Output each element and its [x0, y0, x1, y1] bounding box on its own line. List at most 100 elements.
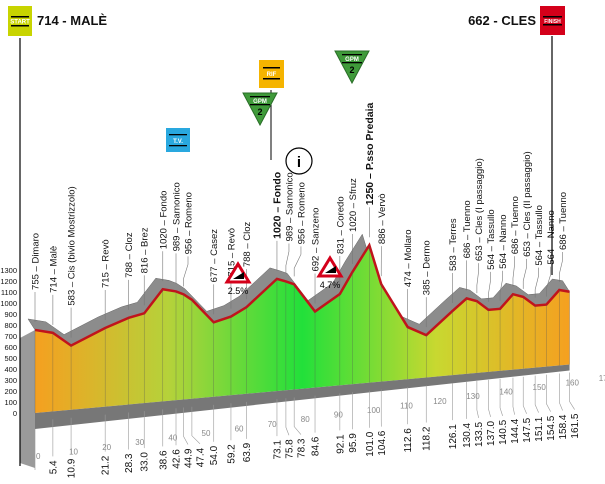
start-badge-text: START — [10, 20, 30, 26]
km-label: 63.9 — [242, 442, 253, 462]
km-leader-line — [546, 374, 551, 412]
place-labels: 5.4 10.9 21.2 28.3 33.0 38.6 42.6 44.9 47.4 54.0 5… — [31, 102, 582, 478]
place-label: 474 – Mollaro — [403, 230, 414, 288]
x-axis: 0 10 20 30 40 50 60 70 80 90 100 110 120 130 140 150 160… — [36, 374, 605, 461]
x-tick-label: 50 — [202, 429, 211, 438]
km-label: 84.6 — [311, 436, 322, 456]
km-leader-line — [569, 372, 575, 410]
profile-line — [34, 242, 570, 348]
place-leader-line — [293, 246, 302, 277]
km-label: 151.1 — [534, 416, 545, 441]
y-tick-label: 800 — [4, 321, 17, 330]
place-label: 385 – Dermo — [422, 240, 433, 295]
x-tick-label: 60 — [235, 424, 244, 433]
place-label: 564 – Nanno — [498, 214, 509, 268]
gpm-badge-text: GPM — [253, 99, 267, 105]
y-tick-label: 400 — [4, 365, 17, 374]
km-label: 33.0 — [140, 452, 151, 472]
km-label: 101.0 — [365, 431, 376, 456]
x-tick-label: 30 — [135, 438, 144, 447]
gpm-category: 2 — [349, 65, 354, 75]
place-leader-line — [285, 243, 290, 274]
sprint-badge-stripe — [263, 67, 280, 69]
place-leader-line — [499, 270, 503, 301]
km-label: 28.3 — [124, 453, 135, 473]
x-tick-label: 0 — [36, 452, 41, 461]
km-label: 59.2 — [226, 444, 237, 464]
gpm-stripe — [250, 96, 270, 98]
finish-badge-stripe — [543, 16, 562, 18]
gradient-slope-glyph — [325, 266, 336, 273]
x-tick-label: 110 — [400, 401, 413, 410]
tv-badge-text: T.V. — [173, 139, 183, 145]
gpm-mountain-icon — [242, 92, 278, 127]
gpm-stripe — [342, 54, 362, 56]
x-tick-label: 20 — [102, 443, 111, 452]
km-label: 44.9 — [184, 448, 195, 468]
start-badge-stripe — [11, 25, 29, 27]
x-tick-label: 160 — [566, 378, 580, 387]
info-glyph: i — [297, 154, 301, 171]
place-label: 714 – Malè — [48, 246, 59, 293]
x-tick-label: 170 — [599, 374, 605, 383]
place-label: 686 – Tuenno — [462, 200, 473, 258]
tv-stripe — [169, 134, 187, 136]
place-label: 956 – Romeno — [184, 192, 195, 254]
km-label: 112.6 — [403, 428, 414, 453]
km-label: 154.5 — [546, 415, 557, 440]
km-leader-line — [183, 407, 189, 445]
profile-fill — [35, 245, 570, 413]
km-label: 78.3 — [296, 438, 307, 458]
place-label: 564 – Tassullo — [534, 205, 545, 266]
place-label: 831 – Coredo — [335, 196, 346, 254]
km-label: 147.5 — [522, 417, 533, 442]
place-label: 1020 – Fondo — [271, 172, 283, 239]
place-label: 989 – Sarnonico — [284, 172, 295, 241]
gradient-slope-glyph — [233, 272, 244, 279]
info-icon — [285, 147, 313, 175]
y-tick-label: 1000 — [0, 299, 17, 308]
y-tick-label: 1200 — [0, 277, 17, 286]
gpm-stripe — [250, 104, 270, 106]
place-label: 564 – Tassullo — [486, 209, 497, 270]
profile-base — [35, 364, 570, 429]
km-label: 21.2 — [101, 455, 112, 475]
sprint-badge-stripe — [263, 78, 280, 80]
km-label: 47.4 — [196, 447, 207, 467]
y-tick-label: 300 — [4, 376, 17, 385]
start-badge-stripe — [11, 16, 29, 18]
profile-area — [34, 242, 570, 429]
x-tick-label: 90 — [334, 411, 343, 420]
y-tick-label: 200 — [4, 387, 17, 396]
place-label: 956 – Romeno — [296, 182, 307, 244]
x-tick-label: 120 — [433, 397, 447, 406]
km-label: 75.8 — [284, 439, 295, 459]
gpm-category: 2 — [257, 107, 262, 117]
y-tick-label: 600 — [4, 343, 17, 352]
place-leader-line — [488, 271, 491, 302]
km-label: 118.2 — [422, 426, 433, 451]
place-label: 692 – Sanzeno — [311, 208, 322, 272]
km-label: 158.4 — [558, 414, 569, 439]
x-tick-label: 40 — [168, 434, 177, 443]
place-label: 686 – Tuenno — [510, 196, 521, 254]
profile-side-wall — [20, 329, 35, 468]
place-label: 686 – Tuenno — [558, 192, 569, 250]
km-leader-line — [559, 373, 563, 411]
x-tick-label: 70 — [268, 420, 277, 429]
place-label: 886 – Vervò — [377, 193, 388, 244]
y-axis: 0 100 200 300 400 500 600 700 800 900 1000 1100 1200… — [0, 266, 17, 418]
km-label: 95.9 — [348, 433, 359, 453]
place-label: 677 – Casez — [209, 229, 220, 283]
start-location: 714 - MALÈ — [37, 13, 107, 28]
finish-badge-text: FINISH — [544, 19, 561, 25]
place-label: 816 – Brez — [140, 227, 151, 273]
gradient-label: 2.5% — [228, 286, 249, 296]
place-leader-line — [534, 267, 539, 298]
gradient-warning-icon — [316, 255, 344, 278]
gradient-label: 4.7% — [320, 280, 341, 290]
place-label: 788 – Cloz — [242, 221, 253, 267]
km-label: 10.9 — [67, 458, 78, 478]
place-label: 653 – Cles (II passaggio) — [522, 151, 533, 257]
place-label: 989 – Sarnonico — [172, 182, 183, 251]
